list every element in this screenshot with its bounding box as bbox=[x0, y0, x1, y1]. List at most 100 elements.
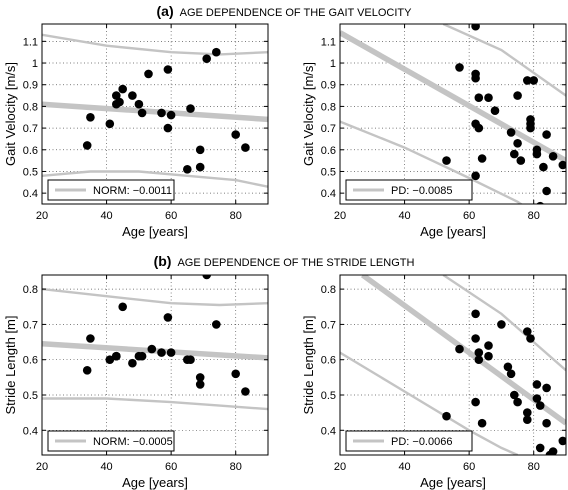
y-tick-label: 0.8 bbox=[321, 284, 336, 296]
data-point bbox=[497, 320, 506, 329]
data-point bbox=[128, 91, 137, 100]
section-a-letter: (a) bbox=[156, 3, 174, 19]
y-tick-label: 0.4 bbox=[321, 188, 336, 200]
band-upper-line bbox=[42, 33, 268, 56]
data-point bbox=[118, 302, 127, 312]
data-point bbox=[513, 91, 522, 100]
legend-box bbox=[345, 430, 473, 452]
data-point bbox=[477, 418, 487, 428]
y-axis-label: Stride Length [m] bbox=[3, 316, 18, 415]
fit-line bbox=[360, 275, 566, 426]
grid bbox=[42, 275, 268, 455]
fit-line bbox=[42, 101, 268, 123]
data-point bbox=[82, 366, 92, 375]
data-point bbox=[506, 128, 516, 137]
legend-label: PD: −0.0066 bbox=[391, 436, 452, 448]
chart-gait-velocity-norm: 20 40 60 80 0.4 0.5 0.6 0.7 0.8 0.9 1 1.1 Age [years… bbox=[3, 23, 269, 239]
data-point bbox=[484, 351, 493, 361]
data-point bbox=[532, 380, 542, 389]
x-axis-label: Age [years] bbox=[420, 224, 486, 239]
data-point bbox=[86, 113, 95, 122]
data-point bbox=[484, 341, 493, 350]
y-tick-label: 0.4 bbox=[23, 188, 38, 200]
data-point bbox=[474, 93, 484, 102]
data-point bbox=[536, 201, 544, 204]
legend: PD: −0.0085 bbox=[345, 179, 473, 201]
y-axis-label: Stride Length [m] bbox=[301, 316, 316, 415]
band-upper-line bbox=[42, 287, 268, 307]
y-axis-label: Gait Velocity [m/s] bbox=[301, 62, 316, 166]
x-tick-label: 80 bbox=[230, 461, 242, 473]
y-tick-label: 0.8 bbox=[23, 101, 38, 113]
plot-content bbox=[340, 275, 566, 455]
x-tick-label: 60 bbox=[165, 461, 177, 473]
data-point bbox=[86, 334, 95, 343]
chart-gait-velocity-pd: 20 40 60 80 0.4 0.5 0.6 0.7 0.8 0.9 1 1.1 Age [years… bbox=[301, 23, 567, 239]
data-point bbox=[523, 327, 532, 336]
data-point bbox=[212, 320, 221, 329]
grid bbox=[340, 275, 566, 455]
y-tick-label: 0.6 bbox=[321, 355, 336, 367]
legend-box bbox=[47, 179, 175, 201]
x-tick-label: 20 bbox=[36, 210, 48, 222]
x-tick-label: 60 bbox=[165, 210, 177, 222]
data-point bbox=[513, 397, 522, 407]
section-b-title: (b) AGE DEPENDENCE OF THE STRIDE LENGTH bbox=[0, 253, 568, 269]
data-point bbox=[163, 123, 173, 133]
data-point bbox=[442, 156, 451, 165]
data-point bbox=[118, 84, 127, 94]
y-tick-label: 0.7 bbox=[321, 319, 336, 331]
data-point bbox=[471, 171, 480, 181]
band-lower-line bbox=[340, 351, 519, 455]
data-point bbox=[539, 162, 548, 172]
y-tick-label: 0.8 bbox=[23, 284, 38, 296]
y-tick-label: 0.9 bbox=[23, 80, 38, 92]
data-point bbox=[241, 387, 250, 396]
data-point bbox=[542, 383, 551, 393]
data-point bbox=[526, 123, 535, 133]
band-lower-line bbox=[42, 170, 268, 188]
legend-label: NORM: −0.0011 bbox=[93, 185, 172, 197]
y-tick-label: 0.8 bbox=[321, 101, 336, 113]
y-tick-label: 0.5 bbox=[23, 390, 38, 402]
axes-frame bbox=[41, 23, 269, 205]
x-tick-label: 60 bbox=[463, 210, 475, 222]
data-point bbox=[542, 186, 551, 196]
y-tick-label: 0.4 bbox=[321, 425, 336, 437]
y-tick-label: 0.5 bbox=[321, 390, 336, 402]
data-point bbox=[105, 355, 115, 364]
data-point bbox=[471, 397, 480, 407]
data-point bbox=[183, 165, 192, 174]
section-a-title: (a) AGE DEPENDENCE OF THE GAIT VELOCITY bbox=[0, 3, 568, 19]
legend-box bbox=[345, 179, 473, 201]
x-tick-label: 40 bbox=[100, 210, 112, 222]
y-axis-label: Gait Velocity [m/s] bbox=[3, 62, 18, 166]
fit-line bbox=[340, 30, 566, 163]
y-tick-label: 1.1 bbox=[23, 36, 38, 48]
data-point bbox=[195, 162, 205, 172]
data-point bbox=[128, 358, 137, 368]
plot-content bbox=[42, 33, 268, 188]
data-point bbox=[157, 108, 166, 118]
data-point bbox=[195, 145, 205, 155]
y-tick-label: 0.4 bbox=[23, 425, 38, 437]
data-point bbox=[163, 313, 173, 322]
y-tick-label: 0.5 bbox=[23, 166, 38, 178]
x-tick-label: 20 bbox=[36, 461, 48, 473]
data-point bbox=[455, 344, 464, 354]
data-point bbox=[195, 373, 205, 382]
y-tick-label: 0.6 bbox=[23, 145, 38, 157]
x-tick-label: 20 bbox=[334, 461, 346, 473]
data-point bbox=[516, 156, 526, 165]
plot-area bbox=[340, 275, 566, 455]
data-point bbox=[542, 418, 551, 428]
data-point bbox=[510, 149, 519, 159]
data-point bbox=[137, 108, 147, 118]
data-point bbox=[523, 408, 532, 417]
data-point bbox=[542, 130, 551, 139]
data-point bbox=[166, 110, 176, 120]
data-point bbox=[147, 344, 157, 354]
data-point bbox=[471, 73, 480, 83]
data-point bbox=[82, 141, 92, 150]
data-point bbox=[186, 104, 195, 113]
